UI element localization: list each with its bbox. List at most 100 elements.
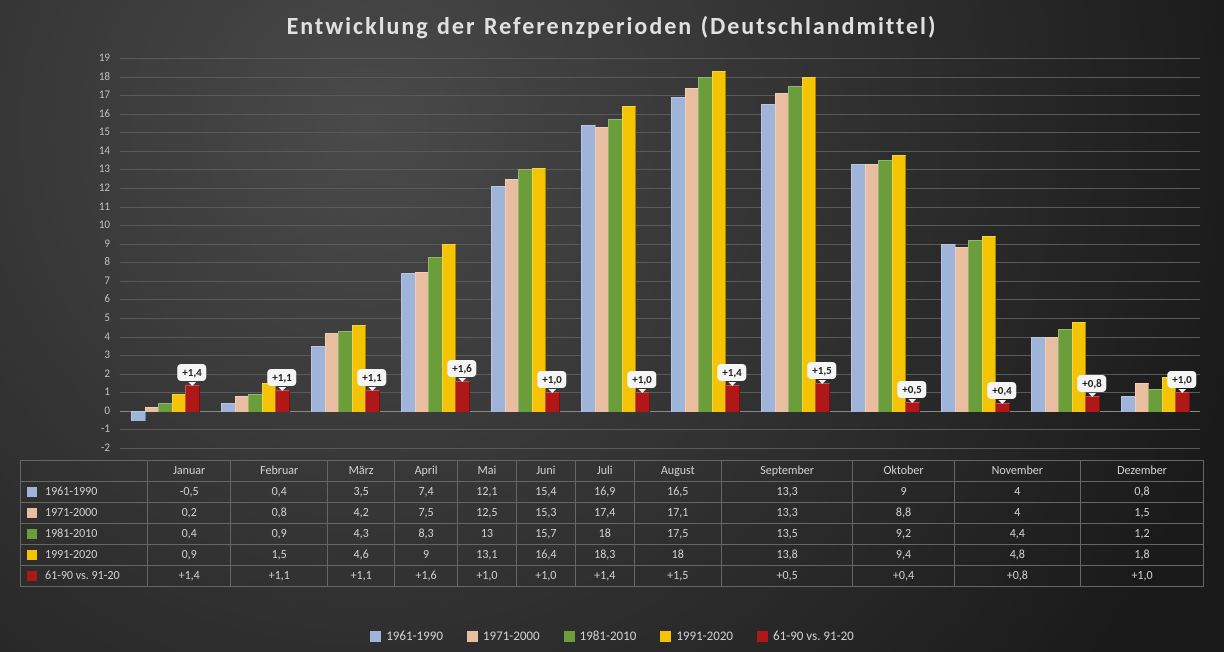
table-cell: +0,8 (954, 566, 1080, 587)
legend-label: 1961-1990 (386, 629, 443, 644)
series-swatch (27, 487, 37, 497)
bar (365, 390, 380, 411)
table-cell: 15,7 (516, 524, 575, 545)
table-cell: 9,2 (853, 524, 954, 545)
bar (311, 346, 326, 412)
y-axis-tick-label: 5 (80, 311, 110, 324)
table-row-header: 1991-2020 (21, 545, 148, 566)
y-axis-tick-label: 15 (80, 125, 110, 138)
bar-label: +1,4 (177, 364, 206, 381)
y-axis-tick-label: 16 (80, 107, 110, 120)
bar (338, 331, 353, 412)
gridline (120, 169, 1200, 170)
bar (595, 127, 610, 412)
series-swatch (27, 550, 37, 560)
table-col-header: April (395, 461, 458, 482)
bar (158, 403, 173, 411)
table-cell: 13 (457, 524, 516, 545)
table-cell: 9 (395, 545, 458, 566)
legend: 1961-19901971-20001981-20101991-202061-9… (0, 629, 1224, 644)
table-cell: 4,8 (954, 545, 1080, 566)
gridline (120, 281, 1200, 282)
series-name: 1971-2000 (45, 506, 97, 520)
table-cell: +1,5 (634, 566, 721, 587)
bar (1148, 389, 1163, 412)
legend-swatch (564, 631, 575, 642)
table-col-header: November (954, 461, 1080, 482)
table-col-header: Februar (231, 461, 328, 482)
table-cell: 4 (954, 503, 1080, 524)
table-cell: 1,8 (1081, 545, 1204, 566)
bar (1121, 396, 1136, 412)
table-cell: 4,4 (954, 524, 1080, 545)
table-cell: 15,4 (516, 482, 575, 503)
legend-swatch (467, 631, 478, 642)
table-row: 61-90 vs. 91-20+1,4+1,1+1,1+1,6+1,0+1,0+… (21, 566, 1204, 587)
bar (415, 272, 430, 412)
y-axis-tick-label: 0 (80, 404, 110, 417)
bar-label: +1,0 (1167, 371, 1196, 388)
bar (1031, 337, 1046, 412)
bar (325, 333, 340, 412)
bar (955, 247, 970, 411)
bar (455, 381, 470, 412)
table-row-header: 1971-2000 (21, 503, 148, 524)
table-cell: 16,5 (634, 482, 721, 503)
gridline (120, 318, 1200, 319)
table-col-header: Juli (575, 461, 634, 482)
bar-label: +1,0 (537, 371, 566, 388)
bar (185, 385, 200, 412)
table-cell: 3,5 (327, 482, 394, 503)
bar (401, 273, 416, 411)
legend-label: 1971-2000 (483, 629, 540, 644)
table-cell: 4 (954, 482, 1080, 503)
table-row: 1981-20100,40,94,38,31315,71817,513,59,2… (21, 524, 1204, 545)
bar (851, 164, 866, 412)
data-table: JanuarFebruarMärzAprilMaiJuniJuliAugustS… (20, 460, 1204, 587)
bar (905, 402, 920, 412)
bar (941, 244, 956, 412)
bar (698, 77, 713, 412)
gridline (120, 262, 1200, 263)
gridline (120, 95, 1200, 96)
table-cell: -0,5 (148, 482, 231, 503)
bar-label: +1,4 (717, 364, 746, 381)
y-axis-tick-label: 1 (80, 385, 110, 398)
table-cell: +1,4 (575, 566, 634, 587)
bar (725, 385, 740, 412)
gridline (120, 58, 1200, 59)
table-col-header: Juni (516, 461, 575, 482)
table-cell: 0,2 (148, 503, 231, 524)
y-axis-tick-label: -1 (80, 422, 110, 435)
table-cell: 0,4 (231, 482, 328, 503)
table-cell: +0,5 (721, 566, 853, 587)
bar (635, 392, 650, 412)
chart-container: Entwicklung der Referenzperioden (Deutsc… (0, 0, 1224, 652)
table-cell: 12,5 (457, 503, 516, 524)
bar (685, 88, 700, 412)
series-swatch (27, 571, 37, 581)
legend-label: 1991-2020 (676, 629, 733, 644)
y-axis-tick-label: 7 (80, 274, 110, 287)
gridline (120, 114, 1200, 115)
table-row: 1961-1990-0,50,43,57,412,115,416,916,513… (21, 482, 1204, 503)
series-swatch (27, 508, 37, 518)
table-cell: 1,5 (1081, 503, 1204, 524)
table-cell: 18,3 (575, 545, 634, 566)
table-header-row: JanuarFebruarMärzAprilMaiJuniJuliAugustS… (21, 461, 1204, 482)
bar (761, 104, 776, 411)
legend-item: 1991-2020 (660, 629, 733, 644)
table-col-header: Mai (457, 461, 516, 482)
legend-swatch (757, 631, 768, 642)
table-row-header: 1961-1990 (21, 482, 148, 503)
bar-label: +1,1 (267, 369, 296, 386)
bar (671, 97, 686, 412)
bar (428, 257, 443, 412)
table-cell: 8,8 (853, 503, 954, 524)
bar (775, 93, 790, 412)
table-cell: +1,0 (1081, 566, 1204, 587)
bar-label: +0,5 (897, 381, 926, 398)
gridline (120, 225, 1200, 226)
bar (145, 407, 160, 412)
bar (1058, 329, 1073, 412)
